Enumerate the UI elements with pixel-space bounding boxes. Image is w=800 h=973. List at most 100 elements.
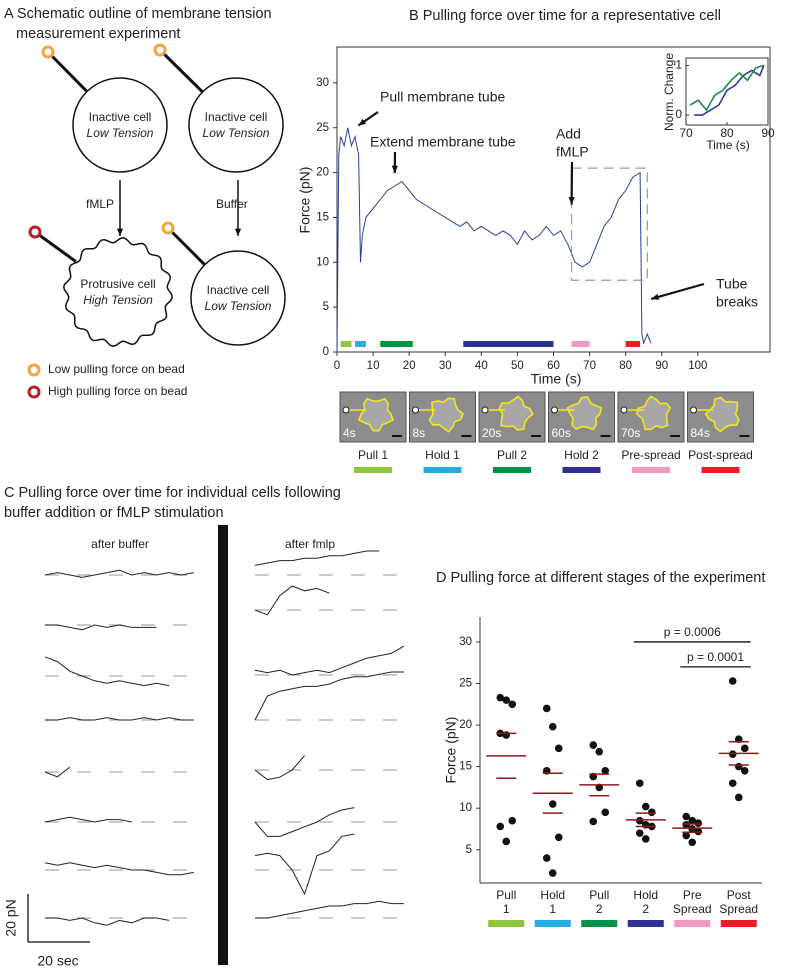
- panel-title: C Pulling force over time for individual…: [4, 485, 341, 501]
- significance-label: p = 0.0001: [687, 650, 744, 664]
- chart-title: B Pulling force over time for a represen…: [409, 8, 721, 24]
- x-tick-label: 2: [642, 902, 649, 916]
- arrow-head: [234, 228, 242, 236]
- category-swatch: [488, 920, 525, 927]
- data-point: [595, 747, 604, 756]
- annotation: Extend membrane tube: [370, 134, 516, 150]
- stage-name: Post-spread: [688, 448, 753, 462]
- category-swatch: [627, 920, 664, 927]
- inset-y-tick-label: 1: [675, 58, 682, 72]
- annotation: Pull membrane tube: [380, 89, 506, 105]
- cell-body: [358, 397, 394, 432]
- data-point: [548, 869, 557, 877]
- cell-body: [498, 395, 534, 431]
- data-point: [728, 779, 737, 788]
- cell-name: Protrusive cell: [80, 277, 155, 291]
- cell-trace: [44, 816, 132, 823]
- x-axis-label: Time (s): [531, 371, 582, 387]
- annotation: Add: [556, 126, 581, 142]
- data-point: [589, 741, 598, 749]
- x-tick-label: 1: [549, 902, 556, 916]
- annotation: Tube: [716, 276, 748, 292]
- x-tick-label: 30: [439, 360, 452, 372]
- category-swatch: [720, 920, 757, 927]
- data-point: [641, 835, 650, 843]
- y-tick-label: 15: [459, 761, 472, 773]
- y-tick-label: 15: [316, 211, 329, 223]
- legend-label: High pulling force on bead: [48, 384, 187, 398]
- cell-outline: [190, 250, 286, 346]
- x-tick-label: Pull: [496, 888, 516, 902]
- divider: [218, 525, 228, 965]
- inset-y-label: Norm. Change: [662, 53, 676, 131]
- cell-trace: [254, 585, 330, 616]
- stage-swatch: [562, 467, 601, 473]
- cell-trace: [45, 717, 194, 721]
- stage-swatch: [493, 467, 531, 473]
- cell-trace: [44, 569, 194, 578]
- group-label: after fmlp: [285, 537, 335, 551]
- y-tick-label: 30: [459, 636, 472, 648]
- data-point: [548, 800, 557, 808]
- inset-trace: [689, 64, 765, 112]
- x-tick-label: 70: [583, 360, 596, 372]
- scale-label: 20 pN: [3, 899, 19, 936]
- y-tick-label: 30: [316, 77, 329, 89]
- tether: [34, 230, 77, 263]
- snapshot-time: 4s: [343, 426, 356, 440]
- legend-marker: [27, 385, 41, 399]
- stage-name: Pull 2: [497, 448, 527, 462]
- bead: [620, 406, 628, 414]
- y-tick-label: 25: [316, 122, 329, 134]
- data-point: [554, 744, 563, 753]
- x-tick-label: 1: [503, 902, 510, 916]
- stage-swatch: [423, 467, 462, 473]
- data-point: [647, 808, 656, 817]
- scale-label: 20 sec: [37, 953, 78, 969]
- data-point: [728, 750, 737, 758]
- data-point: [740, 744, 749, 753]
- x-tick-label: Pull: [589, 888, 609, 902]
- stage-bar: [571, 341, 590, 347]
- x-tick-label: Post: [727, 888, 752, 902]
- y-tick-label: 20: [459, 719, 472, 731]
- scale-mark: [739, 435, 750, 437]
- panel-title: buffer addition or fMLP stimulation: [4, 505, 224, 521]
- data-point: [502, 696, 511, 704]
- data-point: [601, 766, 610, 775]
- cell-state: Low Tension: [203, 126, 270, 140]
- annotation: fMLP: [556, 144, 589, 160]
- bead: [412, 406, 419, 414]
- snapshot-time: 70s: [621, 426, 640, 440]
- inset-x-label: Time (s): [706, 138, 750, 152]
- snapshot-time: 60s: [552, 426, 571, 440]
- x-tick-label: Pre: [683, 888, 702, 902]
- data-point: [496, 822, 505, 831]
- y-tick-label: 20: [316, 167, 329, 179]
- x-tick-label: 10: [367, 360, 380, 372]
- bead: [481, 406, 489, 414]
- stage-name: Pre-spread: [621, 448, 680, 462]
- inset-y-tick-label: 0: [675, 107, 682, 121]
- cell-trace: [45, 624, 157, 631]
- bead: [41, 45, 55, 59]
- bead: [342, 406, 350, 414]
- tether: [166, 226, 206, 266]
- cell-body: [566, 396, 603, 431]
- x-tick-label: Spread: [673, 902, 712, 916]
- cell-trace: [255, 900, 404, 919]
- tether: [46, 50, 89, 93]
- x-tick-label: 40: [475, 360, 488, 372]
- y-tick-label: 10: [316, 256, 329, 268]
- cell-outline: [188, 77, 284, 173]
- data-point: [508, 700, 517, 709]
- x-tick-label: 20: [403, 360, 416, 372]
- scale-mark: [670, 435, 680, 437]
- cell-trace: [254, 645, 405, 676]
- cell-state: Low Tension: [205, 299, 272, 313]
- category-swatch: [581, 920, 618, 927]
- bead: [153, 43, 167, 57]
- data-point: [682, 812, 691, 821]
- cell-trace: [254, 755, 305, 781]
- cell-trace: [254, 833, 355, 896]
